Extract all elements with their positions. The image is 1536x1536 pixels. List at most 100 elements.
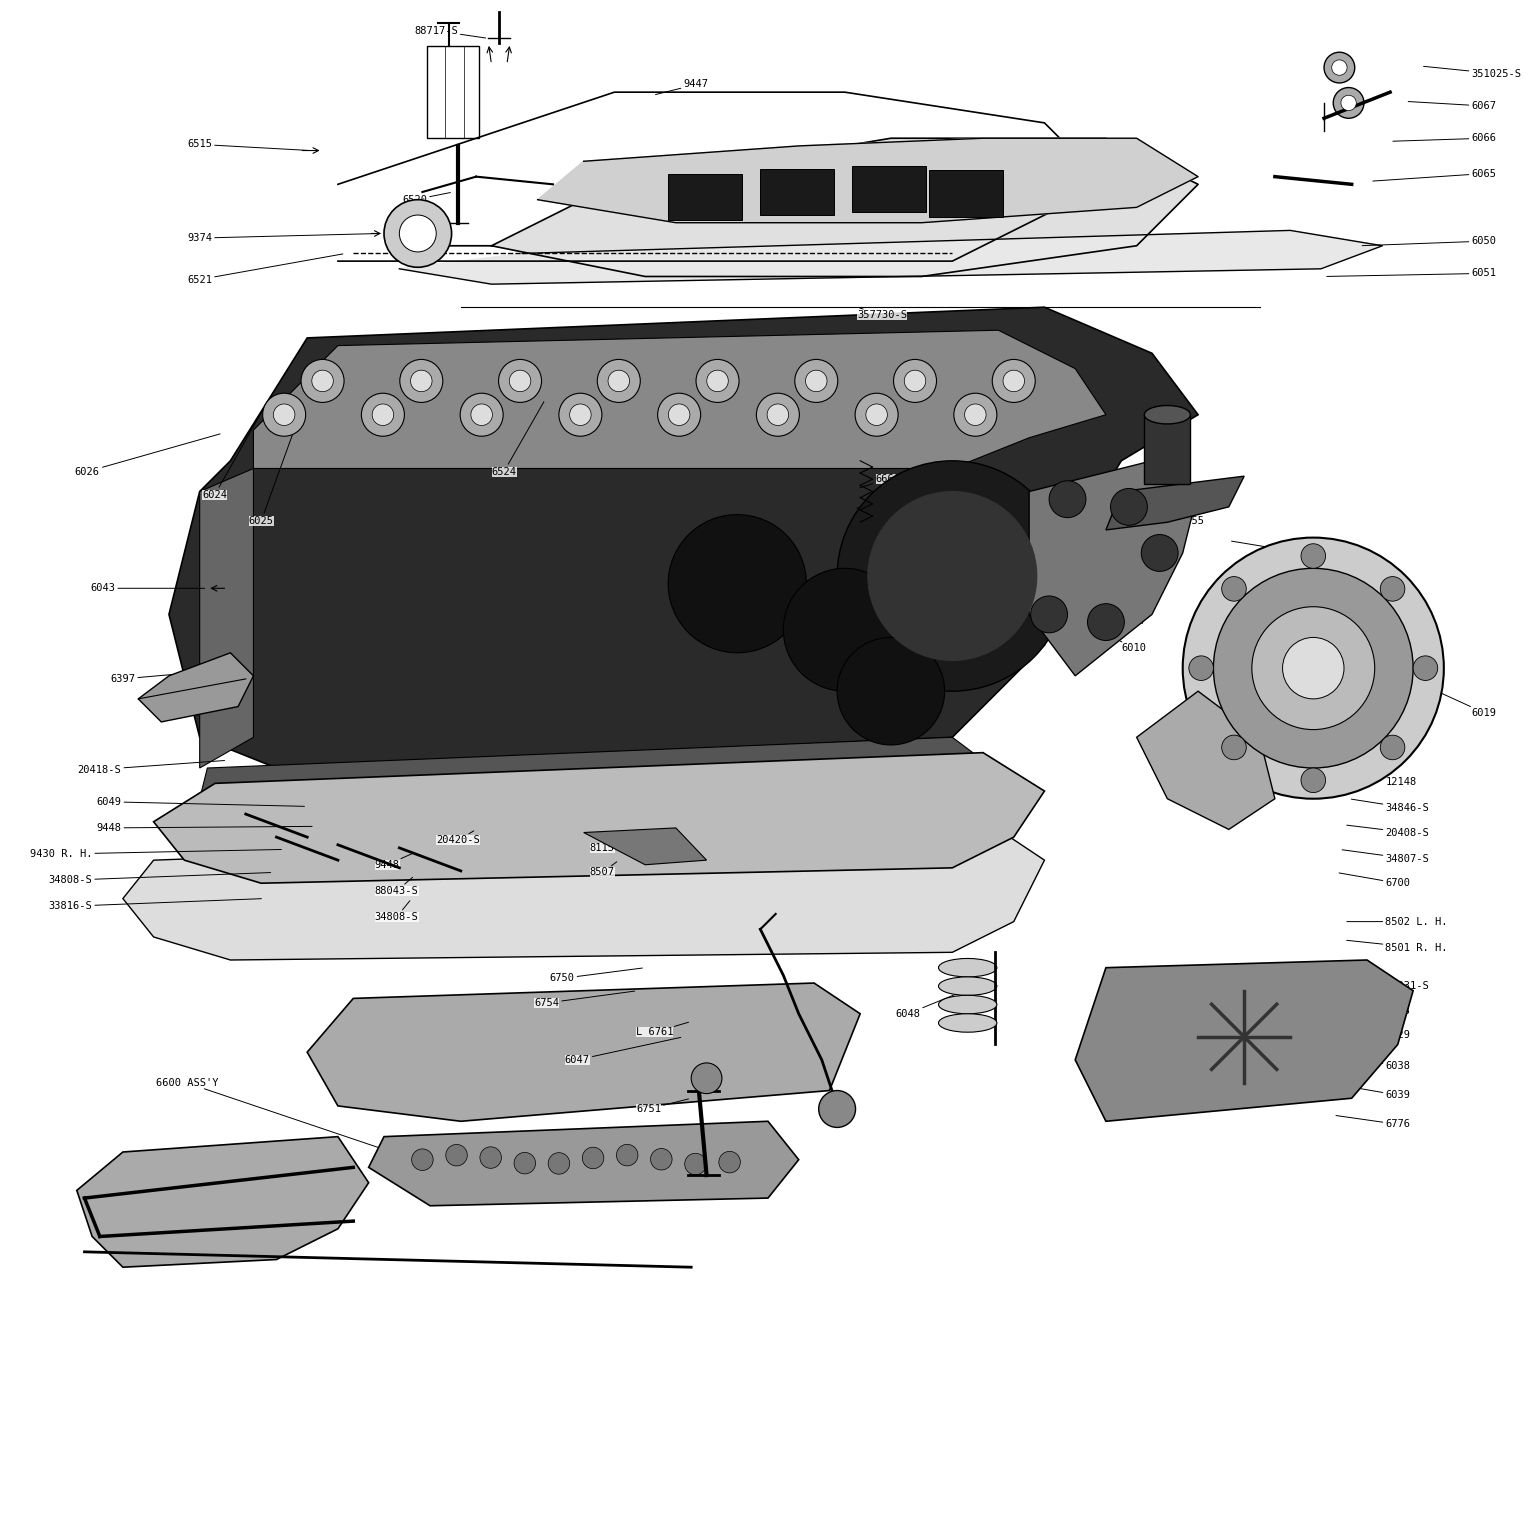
- Circle shape: [559, 393, 602, 436]
- Text: 12148: 12148: [1355, 771, 1416, 786]
- Ellipse shape: [938, 1014, 997, 1032]
- Bar: [427, 46, 479, 138]
- Circle shape: [756, 393, 799, 436]
- Polygon shape: [1029, 461, 1198, 676]
- Text: 6038: 6038: [1342, 1057, 1410, 1071]
- Text: 6397: 6397: [111, 673, 189, 684]
- Text: 6750: 6750: [550, 968, 642, 983]
- Circle shape: [992, 359, 1035, 402]
- Circle shape: [312, 370, 333, 392]
- Text: 6055: 6055: [1166, 501, 1204, 525]
- Text: 34808-S: 34808-S: [49, 872, 270, 885]
- Circle shape: [445, 1144, 467, 1166]
- Polygon shape: [430, 138, 1198, 276]
- Text: 6047: 6047: [565, 1037, 680, 1064]
- Circle shape: [1111, 488, 1147, 525]
- Circle shape: [515, 1152, 536, 1174]
- Polygon shape: [1106, 476, 1244, 530]
- Polygon shape: [538, 138, 1198, 223]
- Text: 6397: 6397: [1094, 608, 1146, 625]
- Text: 34846-S: 34846-S: [1352, 799, 1428, 813]
- Text: 6776: 6776: [1336, 1115, 1410, 1129]
- Bar: [929, 170, 1003, 217]
- Circle shape: [837, 637, 945, 745]
- Circle shape: [657, 393, 700, 436]
- Text: 6020: 6020: [1253, 650, 1303, 684]
- Circle shape: [384, 200, 452, 267]
- Text: 6049: 6049: [97, 797, 304, 806]
- Circle shape: [608, 370, 630, 392]
- Bar: [760, 169, 834, 215]
- Circle shape: [1332, 60, 1347, 75]
- Circle shape: [668, 404, 690, 425]
- Circle shape: [1141, 535, 1178, 571]
- Text: 6026: 6026: [75, 433, 220, 476]
- Text: 6663: 6663: [852, 522, 889, 531]
- Circle shape: [894, 359, 937, 402]
- Circle shape: [301, 359, 344, 402]
- Text: 6050: 6050: [1362, 237, 1496, 246]
- Ellipse shape: [1144, 406, 1190, 424]
- Polygon shape: [399, 230, 1382, 284]
- Circle shape: [499, 359, 542, 402]
- Polygon shape: [307, 983, 860, 1121]
- Text: 351025-S: 351025-S: [1424, 66, 1522, 78]
- Text: 6654: 6654: [857, 499, 900, 508]
- Text: 20420-S: 20420-S: [436, 831, 479, 845]
- Polygon shape: [169, 307, 1198, 768]
- Text: 6010: 6010: [1091, 625, 1146, 653]
- Text: 6033: 6033: [1352, 1006, 1410, 1015]
- Polygon shape: [1075, 960, 1413, 1121]
- Circle shape: [1213, 568, 1413, 768]
- Circle shape: [668, 515, 806, 653]
- Text: 6666: 6666: [860, 475, 900, 487]
- Circle shape: [399, 359, 442, 402]
- Circle shape: [1003, 370, 1025, 392]
- Text: 6039: 6039: [1339, 1084, 1410, 1100]
- Text: 6524: 6524: [492, 402, 544, 476]
- Circle shape: [410, 370, 432, 392]
- Polygon shape: [200, 468, 253, 768]
- Text: 6043: 6043: [91, 584, 204, 593]
- Circle shape: [905, 370, 926, 392]
- Circle shape: [707, 370, 728, 392]
- Polygon shape: [138, 653, 253, 722]
- Text: 6066: 6066: [1393, 134, 1496, 143]
- Text: 6024: 6024: [203, 402, 267, 499]
- Text: 6700: 6700: [1339, 872, 1410, 888]
- Polygon shape: [154, 753, 1044, 883]
- Circle shape: [472, 404, 493, 425]
- Text: 6067: 6067: [1409, 101, 1496, 111]
- Circle shape: [868, 492, 1037, 660]
- Circle shape: [1087, 604, 1124, 641]
- Circle shape: [361, 393, 404, 436]
- Text: 20408-S: 20408-S: [1347, 825, 1428, 837]
- Circle shape: [794, 359, 837, 402]
- Circle shape: [766, 404, 788, 425]
- Text: 6029: 6029: [1349, 1029, 1410, 1040]
- Text: 9448: 9448: [375, 854, 412, 869]
- Bar: [852, 166, 926, 212]
- Circle shape: [412, 1149, 433, 1170]
- Circle shape: [1301, 544, 1326, 568]
- Circle shape: [263, 393, 306, 436]
- Circle shape: [1324, 52, 1355, 83]
- Circle shape: [1413, 656, 1438, 680]
- Circle shape: [965, 404, 986, 425]
- Text: L 6761: L 6761: [636, 1023, 688, 1037]
- Circle shape: [685, 1154, 707, 1175]
- Text: 6520: 6520: [402, 192, 450, 204]
- Text: 6051: 6051: [1327, 269, 1496, 278]
- Circle shape: [399, 215, 436, 252]
- Text: 6515: 6515: [187, 140, 307, 151]
- Circle shape: [837, 461, 1068, 691]
- Circle shape: [651, 1149, 673, 1170]
- Circle shape: [548, 1152, 570, 1174]
- Circle shape: [479, 1147, 501, 1169]
- Circle shape: [1183, 538, 1444, 799]
- Text: 88043-S: 88043-S: [375, 877, 418, 895]
- Circle shape: [1252, 607, 1375, 730]
- Text: 6521: 6521: [187, 253, 343, 284]
- Text: 88717-S: 88717-S: [415, 26, 485, 38]
- Text: 9447: 9447: [656, 80, 708, 95]
